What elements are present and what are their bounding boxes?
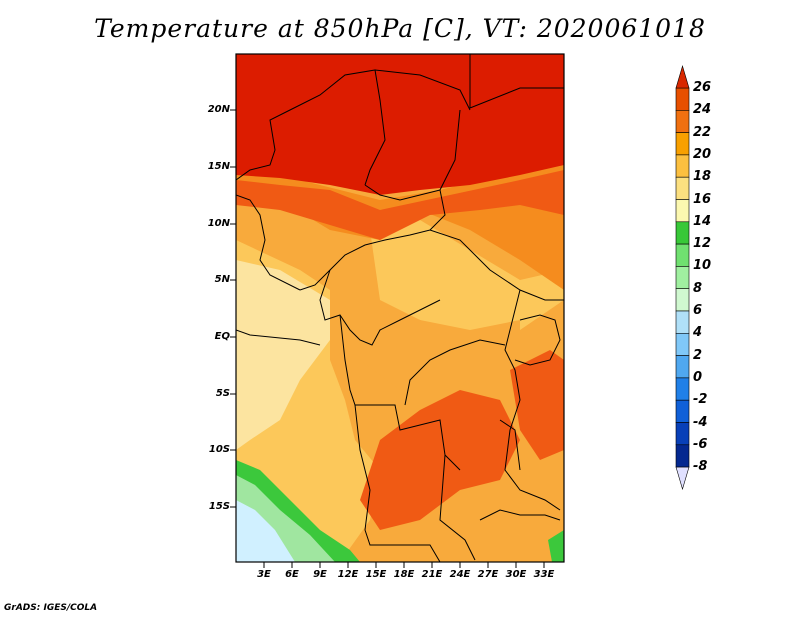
lat-label: 20N bbox=[207, 104, 230, 115]
colorbar-segment bbox=[675, 132, 690, 156]
lon-label: 15E bbox=[365, 569, 387, 580]
lat-label: 5S bbox=[215, 388, 230, 399]
colorbar-segment bbox=[675, 310, 690, 334]
colorbar-label: 16 bbox=[693, 191, 712, 207]
colorbar-segment bbox=[675, 377, 690, 401]
colorbar-label: 6 bbox=[693, 303, 703, 318]
lon-label: 30E bbox=[505, 569, 527, 580]
colorbar-segment bbox=[675, 154, 690, 178]
colorbar-label: 18 bbox=[693, 169, 712, 185]
colorbar-segment bbox=[675, 110, 690, 133]
colorbar-label: -8 bbox=[693, 459, 708, 475]
lon-label: 33E bbox=[533, 569, 555, 580]
lon-label: 9E bbox=[313, 569, 327, 580]
lat-label: 5N bbox=[214, 274, 230, 285]
lat-label: 15S bbox=[208, 501, 230, 512]
colorbar-label: 2 bbox=[693, 347, 703, 363]
colorbar-label: 26 bbox=[693, 80, 712, 95]
colorbar-segment bbox=[675, 199, 690, 223]
colorbar-label: 8 bbox=[693, 280, 703, 296]
colorbar-label: -6 bbox=[693, 436, 708, 452]
lon-label: 18E bbox=[393, 569, 415, 580]
colorbar-segment bbox=[675, 332, 690, 356]
colorbar-label: 0 bbox=[693, 369, 703, 385]
colorbar-label: 12 bbox=[693, 236, 712, 252]
colorbar-label: 20 bbox=[693, 146, 712, 162]
lon-label: 21E bbox=[421, 569, 443, 580]
colorbar-segment bbox=[675, 266, 690, 289]
footer-credit: GrADS: IGES/COLA bbox=[4, 603, 98, 613]
lon-label: 3E bbox=[257, 569, 271, 580]
colorbar-label: 24 bbox=[693, 102, 712, 118]
colorbar-segment bbox=[675, 444, 690, 468]
colorbar-label: 22 bbox=[693, 124, 712, 140]
map-frame bbox=[235, 53, 565, 563]
map-title: Temperature at 850hPa [C], VT: 202006101… bbox=[94, 14, 706, 43]
colorbar-label: -2 bbox=[693, 392, 708, 408]
lon-label: 12E bbox=[337, 569, 359, 580]
colorbar-segment bbox=[675, 355, 690, 379]
colorbar-bottom-arrow bbox=[675, 466, 690, 491]
colorbar-segment bbox=[675, 243, 690, 267]
lon-label: 6E bbox=[285, 569, 299, 580]
colorbar-segment bbox=[675, 221, 690, 245]
colorbar-segment bbox=[675, 87, 690, 111]
colorbar-top-arrow bbox=[675, 64, 690, 89]
lat-label: 10S bbox=[208, 444, 230, 455]
colorbar-label: -4 bbox=[693, 414, 708, 430]
lat-label: 10N bbox=[207, 218, 230, 229]
colorbar bbox=[675, 64, 690, 491]
colorbar-label: 14 bbox=[693, 213, 712, 229]
colorbar-segment bbox=[675, 288, 690, 312]
colorbar-label: 10 bbox=[693, 258, 712, 274]
colorbar-segment bbox=[675, 399, 690, 423]
colorbar-segment bbox=[675, 422, 690, 446]
lat-label: EQ bbox=[214, 331, 230, 342]
colorbar-segment bbox=[675, 176, 690, 200]
temperature-field bbox=[236, 54, 564, 562]
lat-label: 15N bbox=[207, 161, 230, 172]
lon-label: 24E bbox=[449, 569, 471, 580]
lon-label: 27E bbox=[477, 569, 499, 580]
colorbar-label: 4 bbox=[693, 325, 703, 341]
country-borders bbox=[236, 54, 564, 562]
